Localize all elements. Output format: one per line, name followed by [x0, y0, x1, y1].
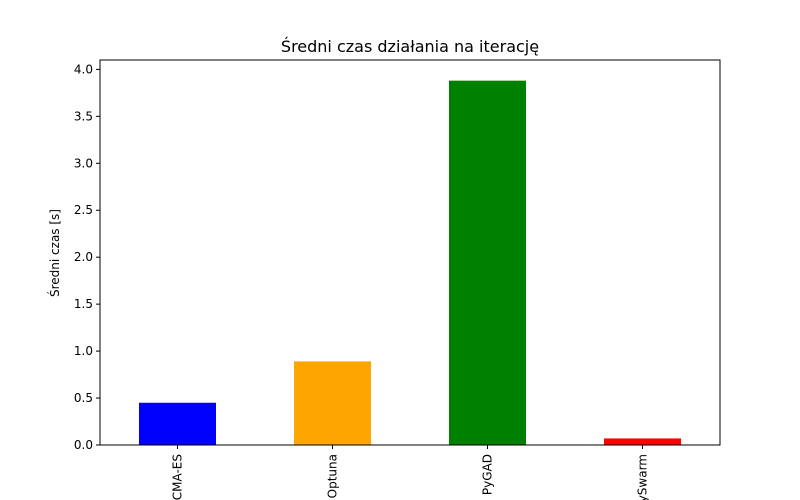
- bars-group: [139, 80, 681, 445]
- y-tick-label: 3.5: [74, 109, 93, 123]
- bar-pygad: [449, 80, 526, 445]
- bar-optuna: [294, 361, 371, 445]
- x-tick-label: Optuna: [326, 454, 340, 498]
- y-tick-label: 1.5: [74, 297, 93, 311]
- y-tick-label: 4.0: [74, 62, 93, 76]
- y-axis-ticks: 0.0 0.5 1.0 1.5 2.0 2.5 3.0 3.5 4.0: [74, 62, 100, 452]
- x-tick-label: PyGAD: [481, 454, 495, 495]
- y-tick-label: 2.0: [74, 250, 93, 264]
- bar-cma-es: [139, 402, 216, 445]
- y-tick-label: 0.5: [74, 391, 93, 405]
- bar-pyswarm: [604, 438, 681, 445]
- y-tick-label: 1.0: [74, 344, 93, 358]
- y-tick-label: 3.0: [74, 156, 93, 170]
- plot-area-frame: [99, 59, 721, 446]
- x-tick-label: CMA-ES: [171, 454, 185, 500]
- x-axis-ticks: CMA-ES Optuna PyGAD PySwarm: [171, 445, 650, 500]
- y-tick-label: 2.5: [74, 203, 93, 217]
- y-tick-label: 0.0: [74, 438, 93, 452]
- chart-title: Średni czas działania na iterację: [281, 37, 539, 56]
- y-axis-label: Średni czas [s]: [47, 209, 62, 297]
- x-tick-label: PySwarm: [636, 454, 650, 500]
